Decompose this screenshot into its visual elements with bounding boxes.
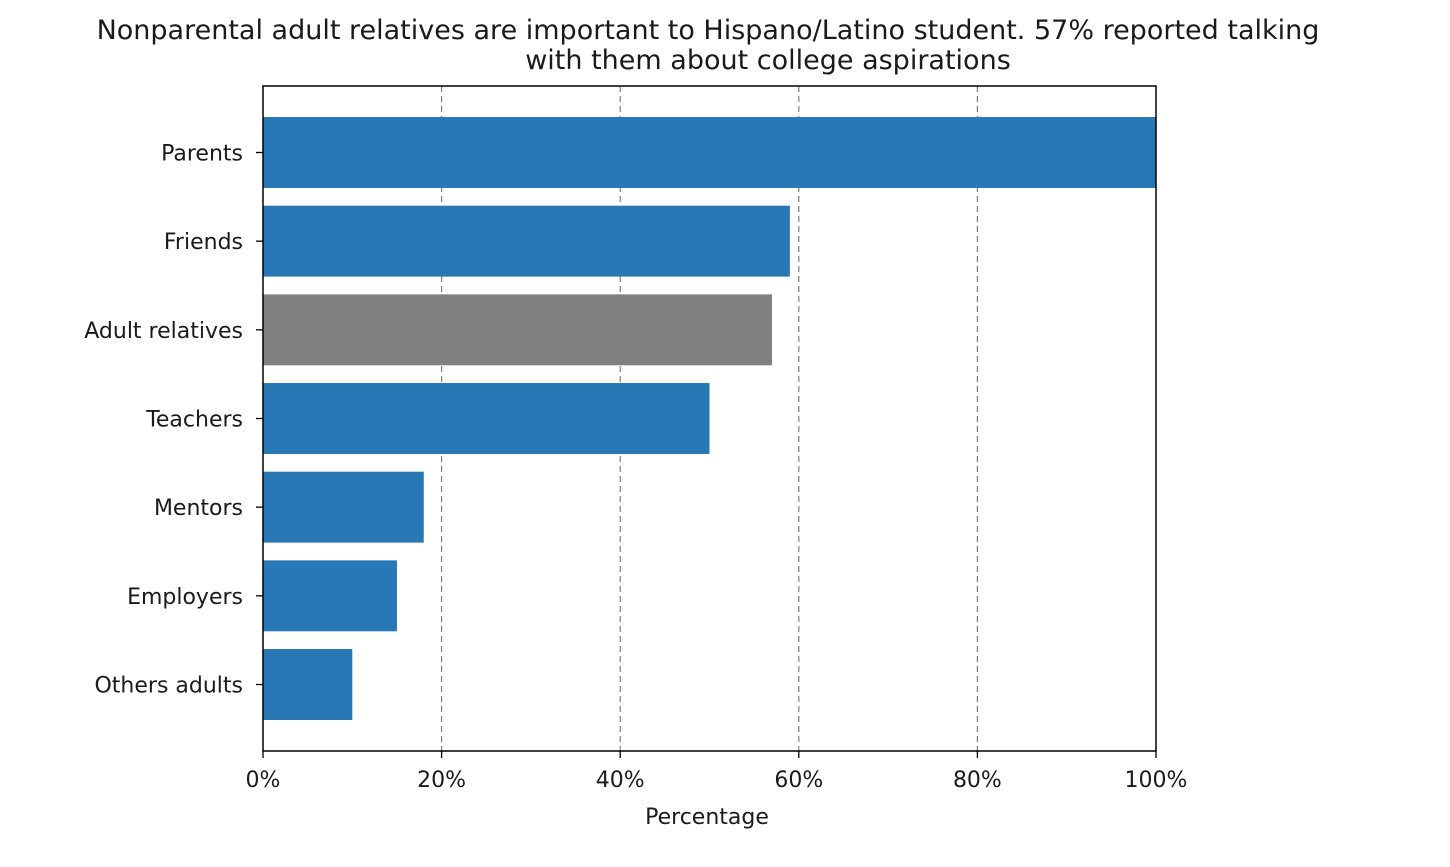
ytick-label-employers: Employers xyxy=(127,585,243,610)
xtick-label-20: 20% xyxy=(417,768,466,793)
ytick-label-parents: Parents xyxy=(161,142,243,167)
bars xyxy=(263,117,1156,720)
chart-title-line-2: with them about college aspirations xyxy=(525,45,1011,76)
ytick-label-adult-relatives: Adult relatives xyxy=(84,319,243,344)
chart-title: Nonparental adult relatives are importan… xyxy=(97,15,1320,76)
xtick-label-40: 40% xyxy=(596,768,645,793)
x-axis-ticks: 0% 20% 40% 60% 80% 100% xyxy=(246,751,1188,793)
xtick-label-0: 0% xyxy=(246,768,281,793)
bar-adult-relatives xyxy=(263,294,773,366)
bar-mentors xyxy=(263,471,424,543)
ytick-label-others-adults: Others adults xyxy=(94,674,243,699)
x-axis-label: Percentage xyxy=(645,805,769,830)
xtick-label-100: 100% xyxy=(1125,768,1188,793)
bar-employers xyxy=(263,560,397,632)
xtick-label-60: 60% xyxy=(774,768,823,793)
bar-teachers xyxy=(263,383,710,454)
xtick-label-80: 80% xyxy=(953,768,1002,793)
bar-others-adults xyxy=(263,649,353,720)
ytick-label-mentors: Mentors xyxy=(154,496,243,521)
bar-parents xyxy=(263,117,1156,188)
y-axis-ticks: Parents Friends Adult relatives Teachers Men… xyxy=(84,142,263,699)
ytick-label-teachers: Teachers xyxy=(145,408,243,433)
chart-title-line-1: Nonparental adult relatives are importan… xyxy=(97,15,1320,46)
bar-friends xyxy=(263,205,790,277)
ytick-label-friends: Friends xyxy=(164,230,243,255)
